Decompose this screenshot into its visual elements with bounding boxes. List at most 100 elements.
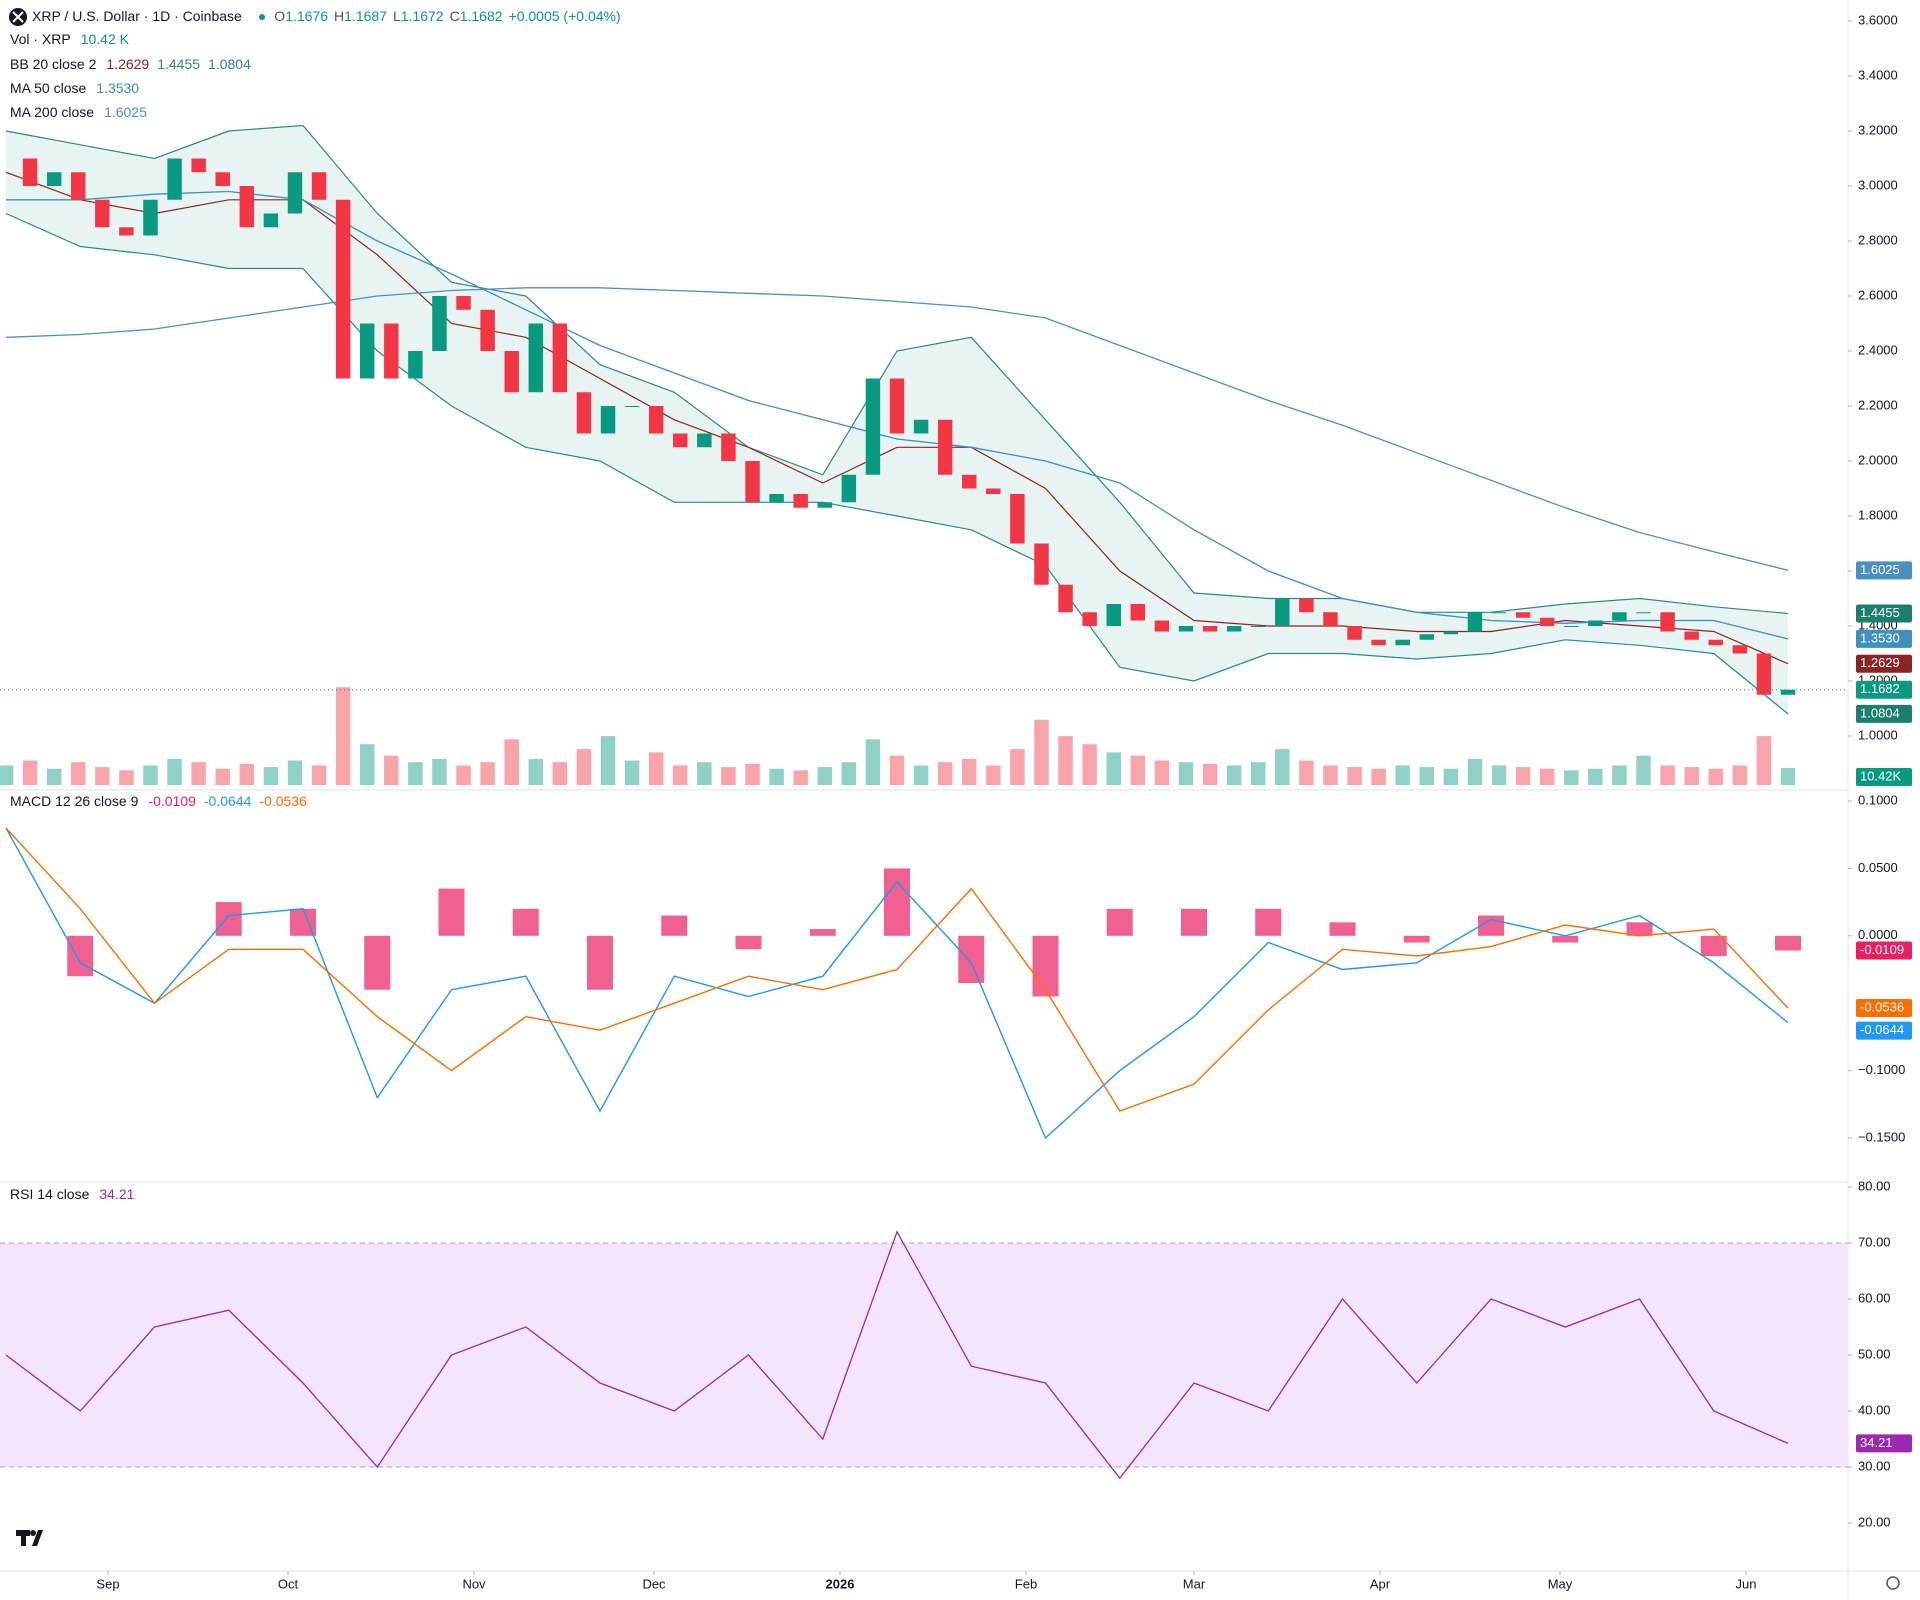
settings-icon[interactable]: [1886, 1576, 1900, 1590]
candle-body: [600, 406, 616, 434]
candle-body: [1443, 631, 1459, 635]
histogram-bar: [1403, 935, 1430, 943]
legend-name: BB 20 close 2: [10, 56, 97, 72]
y-tick-label: 70.00: [1858, 1234, 1891, 1249]
candle-body: [1347, 626, 1362, 640]
macd-badge-label: -0.0536: [1860, 999, 1904, 1014]
histogram-bar: [1032, 935, 1059, 997]
histogram-bar: [1181, 908, 1207, 936]
candle-body: [432, 296, 447, 351]
candle-body: [480, 309, 495, 351]
tv-logo[interactable]: [16, 1530, 43, 1546]
legend-ma50[interactable]: MA 50 close 1.3530: [10, 80, 139, 96]
candle-body: [71, 172, 86, 200]
volume-bar: [962, 758, 977, 785]
volume-bar: [1660, 765, 1675, 785]
candle-body: [1275, 598, 1290, 626]
candle-body: [937, 419, 953, 475]
y-tick-label: 1.8000: [1858, 507, 1898, 522]
legend-header[interactable]: XRP / U.S. Dollar · 1D · Coinbase ● O1.167…: [32, 8, 621, 24]
legend-macd[interactable]: MACD 12 26 close 9 -0.0109 -0.0644 -0.0536: [10, 793, 307, 809]
x-tick-label: 2026: [826, 1576, 855, 1591]
legend-ma200[interactable]: MA 200 close 1.6025: [10, 104, 147, 120]
volume-bar: [986, 765, 1001, 785]
y-tick-label: 3.4000: [1858, 67, 1898, 82]
y-tick-label: 3.2000: [1858, 122, 1898, 137]
candle-body: [648, 406, 664, 434]
candle-body: [1082, 612, 1097, 626]
legend-volume[interactable]: Vol · XRP 10.42 K: [10, 31, 130, 47]
volume-bar: [504, 739, 519, 785]
volume-bar: [1347, 767, 1362, 785]
volume-bar: [817, 767, 832, 785]
volume-bar: [889, 755, 905, 785]
volume-bar: [1010, 749, 1025, 785]
candle-body: [1034, 543, 1049, 585]
y-tick-label: 0.0000: [1858, 927, 1898, 942]
legend-value: 34.21: [99, 1186, 134, 1202]
legend-name: MA 50 close: [10, 80, 86, 96]
candle-body: [817, 502, 832, 508]
volume-bar: [456, 765, 471, 785]
price-badge-label: 1.2629: [1860, 655, 1900, 670]
volume-bar: [1299, 760, 1314, 785]
bb-lower: [5, 212, 1789, 715]
legend-value: 1.3530: [96, 80, 139, 96]
histogram-bar: [884, 868, 910, 936]
volume-bar: [673, 765, 688, 785]
legend-value: 1.2629: [106, 56, 149, 72]
price-badge-label: 1.6025: [1860, 562, 1900, 577]
volume-bar: [1323, 765, 1338, 785]
candle-body: [1202, 626, 1218, 632]
volume-bar: [1588, 768, 1603, 785]
candle-body: [95, 199, 110, 228]
volume-bar: [143, 765, 158, 785]
candle-body: [1178, 626, 1194, 632]
macd-badge: [1856, 941, 1912, 960]
candle-body: [1106, 604, 1121, 626]
volume-bar: [287, 760, 303, 785]
candle-body: [1684, 631, 1699, 640]
volume-bar: [263, 767, 279, 785]
y-tick-label: 3.6000: [1858, 12, 1898, 27]
volume-bar: [1226, 765, 1242, 785]
candle-body: [841, 474, 857, 503]
candle-body: [384, 323, 399, 379]
volume-bar: [95, 767, 110, 785]
volume-bar: [167, 758, 182, 785]
legend-bb[interactable]: BB 20 close 2 1.2629 1.4455 1.0804: [10, 56, 251, 72]
candle-body: [1419, 634, 1435, 640]
candle-body: [1130, 604, 1146, 621]
volume-bar: [552, 762, 568, 785]
volume-bar: [22, 760, 38, 785]
legend-name: MACD 12 26 close 9: [10, 793, 139, 809]
candle-body: [1010, 494, 1025, 544]
y-tick-label: 30.00: [1858, 1458, 1891, 1473]
tv-logo-part: [21, 1530, 26, 1546]
candle-body: [1732, 645, 1748, 654]
ohlc-label: C: [450, 8, 460, 24]
x-tick-label: Sep: [96, 1576, 119, 1591]
candle-body: [1539, 617, 1555, 626]
volume-bar: [1612, 765, 1627, 785]
ohlc-value: 1.1672: [401, 8, 444, 24]
volume-bar: [408, 762, 423, 785]
x-tick-label: Mar: [1183, 1576, 1206, 1591]
volume-bar: [528, 758, 544, 785]
y-tick-label: −0.1000: [1858, 1062, 1905, 1077]
candle-body: [528, 323, 544, 393]
candle-body: [697, 433, 712, 448]
legend-value: -0.0109: [148, 793, 196, 809]
legend-rsi[interactable]: RSI 14 close 34.21: [10, 1186, 135, 1202]
candle-body: [745, 461, 760, 503]
candle-body: [624, 406, 640, 407]
y-tick-label: 50.00: [1858, 1346, 1891, 1361]
candle-body: [1564, 626, 1579, 627]
volume-bar: [1058, 736, 1073, 785]
y-tick-label: 80.00: [1858, 1178, 1891, 1193]
x-tick-label: May: [1548, 1576, 1573, 1591]
volume-bar: [215, 768, 230, 785]
ohlc-label: L: [393, 8, 401, 24]
histogram-bar: [661, 915, 688, 936]
